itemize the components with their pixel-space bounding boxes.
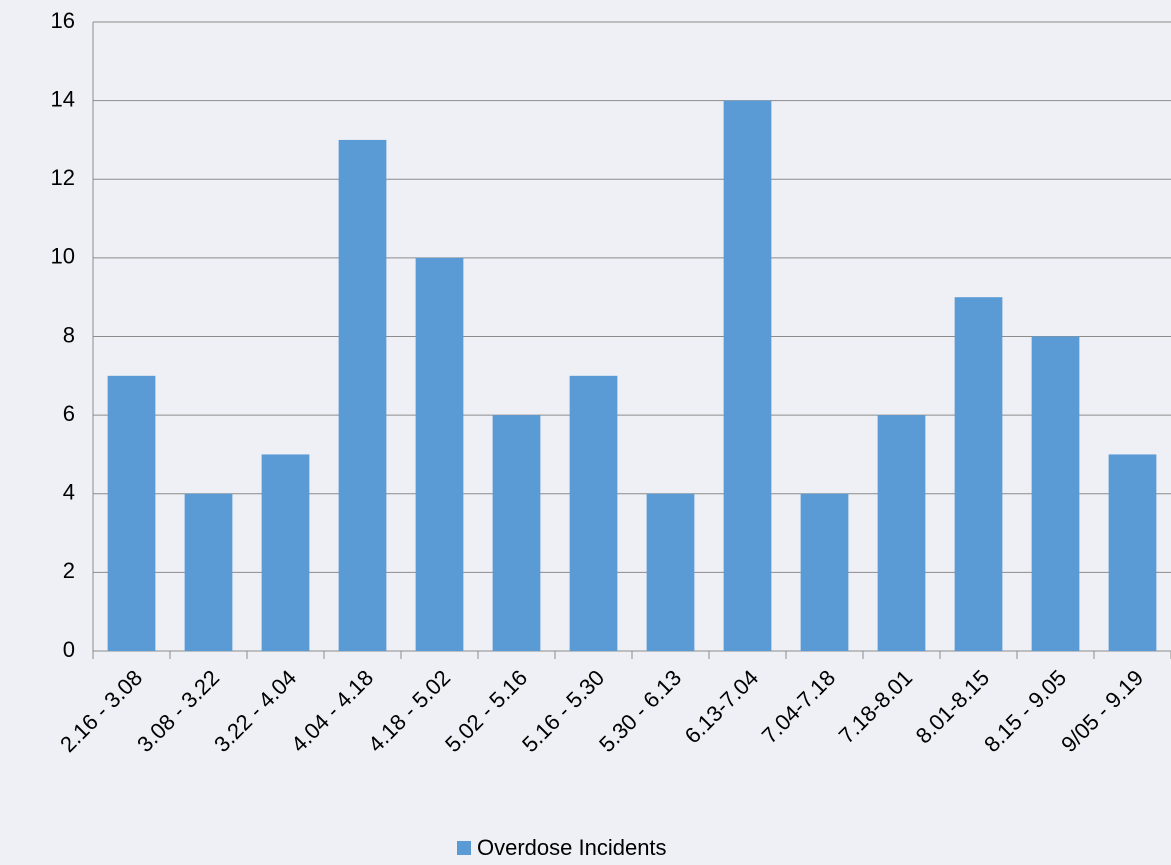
x-tick-label: 4.18 - 5.02: [363, 665, 455, 757]
x-tick-label: 4.04 - 4.18: [286, 665, 378, 757]
y-tick-label: 4: [63, 480, 75, 505]
bar: [954, 297, 1003, 651]
bar: [107, 375, 156, 651]
bar: [877, 415, 926, 651]
y-tick-label: 2: [63, 558, 75, 583]
bar: [1108, 454, 1157, 651]
x-tick-label: 7.18-8.01: [834, 665, 917, 748]
bar: [723, 100, 772, 651]
bar: [646, 493, 695, 651]
legend-label: Overdose Incidents: [477, 835, 667, 860]
bar: [338, 139, 387, 651]
x-tick-label: 3.08 - 3.22: [132, 665, 224, 757]
x-tick-label: 9/05 - 9.19: [1056, 665, 1148, 757]
bar: [492, 415, 541, 651]
x-tick-label: 5.16 - 5.30: [517, 665, 609, 757]
bar: [261, 454, 310, 651]
x-tick-label: 5.02 - 5.16: [440, 665, 532, 757]
y-tick-label: 0: [63, 637, 75, 662]
y-tick-label: 10: [51, 244, 75, 269]
bar: [184, 493, 233, 651]
x-tick-label: 5.30 - 6.13: [594, 665, 686, 757]
bar: [1031, 336, 1080, 651]
y-tick-label: 12: [51, 165, 75, 190]
x-tick-label: 7.04-7.18: [757, 665, 840, 748]
bar: [569, 375, 618, 651]
legend-swatch: [457, 841, 471, 855]
x-tick-label: 6.13-7.04: [680, 665, 763, 748]
bar: [415, 257, 464, 651]
bar: [800, 493, 849, 651]
x-tick-label: 8.15 - 9.05: [979, 665, 1071, 757]
x-tick-label: 3.22 - 4.04: [209, 665, 301, 757]
y-tick-label: 14: [51, 86, 75, 111]
y-tick-label: 16: [51, 8, 75, 33]
x-tick-label: 2.16 - 3.08: [55, 665, 147, 757]
y-tick-label: 8: [63, 322, 75, 347]
y-tick-label: 6: [63, 401, 75, 426]
